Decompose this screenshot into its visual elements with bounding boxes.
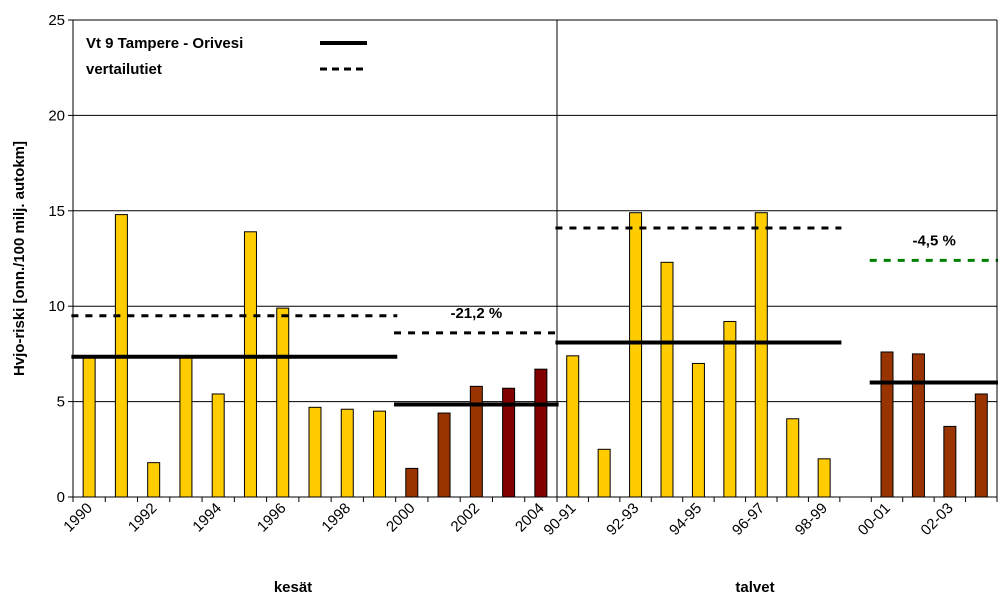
legend-label: Vt 9 Tampere - Orivesi <box>86 35 243 52</box>
x-tick-label: 2000 <box>383 500 419 536</box>
y-tick-label: 5 <box>57 394 65 411</box>
x-tick-label: 2002 <box>448 500 484 536</box>
x-tick-label: 1994 <box>189 500 225 536</box>
x-tick-label: 94-95 <box>666 500 705 539</box>
bar <box>340 408 354 498</box>
x-tick-label: 90-91 <box>540 500 579 539</box>
legend: Vt 9 Tampere - Orivesi vertailutiet <box>86 35 367 78</box>
group-label: talvet <box>735 579 774 596</box>
labels: 0 5 10 15 20 25 Hvjo-riski [onn./100 milj. aut… <box>11 12 957 596</box>
legend-label: vertailutiet <box>86 61 162 78</box>
bar <box>691 362 705 498</box>
bar <box>437 412 451 498</box>
bar <box>974 393 988 498</box>
bar <box>911 353 925 498</box>
bar <box>754 212 768 498</box>
y-axis-label: Hvjo-riski [onn./100 milj. autokm] <box>11 141 28 376</box>
y-tick-label: 15 <box>48 203 65 220</box>
bar <box>211 393 225 498</box>
bar <box>566 355 580 498</box>
y-tick-label: 10 <box>48 298 65 315</box>
bar <box>880 351 894 498</box>
bar <box>82 357 96 498</box>
x-tick-label: 92-93 <box>603 500 642 539</box>
x-tick-label: 1992 <box>125 500 161 536</box>
y-tick-label: 25 <box>48 12 65 29</box>
bar <box>373 410 387 498</box>
bar <box>597 448 611 498</box>
x-tick-label: 1990 <box>60 500 96 536</box>
x-tick-label: 98-99 <box>792 500 831 539</box>
average-lines <box>71 226 998 407</box>
x-tick-label: 1996 <box>254 500 290 536</box>
bar <box>817 458 831 498</box>
bar <box>276 307 290 498</box>
y-tick-label: 20 <box>48 107 65 124</box>
bar <box>179 355 193 498</box>
y-tick-label: 0 <box>57 489 65 506</box>
bar <box>405 467 419 498</box>
bar <box>629 212 643 498</box>
x-tick-label: 02-03 <box>918 500 957 539</box>
change-annotation: -21,2 % <box>450 305 502 322</box>
gridlines <box>73 19 997 403</box>
bar <box>534 368 548 498</box>
bar <box>308 406 322 498</box>
bar <box>943 425 957 498</box>
x-tick-label: 96-97 <box>729 500 768 539</box>
bar <box>786 418 800 498</box>
bar <box>723 320 737 498</box>
bar <box>147 462 161 498</box>
group-label: kesät <box>274 579 312 596</box>
axes <box>68 19 998 502</box>
bar <box>243 231 257 498</box>
change-annotation: -4,5 % <box>912 232 955 249</box>
bar <box>660 261 674 498</box>
x-tick-label: 1998 <box>318 500 354 536</box>
x-tick-label: 00-01 <box>855 500 894 539</box>
